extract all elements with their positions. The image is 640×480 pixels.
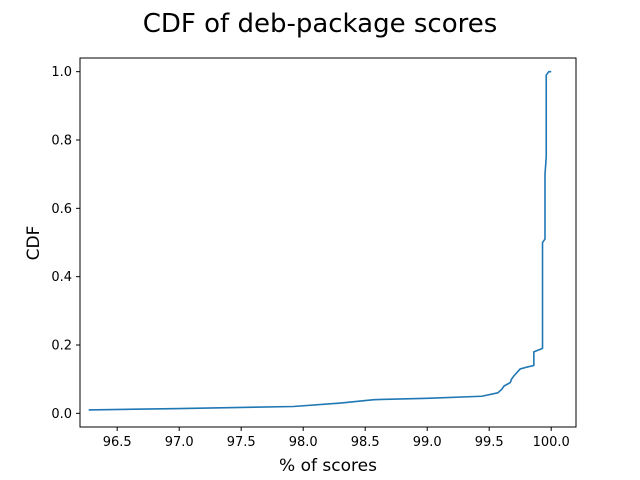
x-tick-label: 97.5 xyxy=(227,435,256,450)
y-tick-label: 0.0 xyxy=(51,407,72,422)
y-tick-label: 0.2 xyxy=(51,339,72,354)
y-tick-label: 0.4 xyxy=(51,270,72,285)
series-line-0 xyxy=(88,70,552,411)
x-tick-label: 98.0 xyxy=(289,435,318,450)
y-tick-label: 1.0 xyxy=(51,65,72,80)
x-axis-ticks: 96.5 97.0 97.5 98.0 98.5 99.0 99.5 100.0 xyxy=(103,427,570,450)
plot-area xyxy=(79,57,577,428)
y-tick-label: 0.6 xyxy=(51,202,72,217)
plot-frame xyxy=(79,57,577,428)
x-tick-label: 99.5 xyxy=(475,435,504,450)
x-tick-label: 97.0 xyxy=(165,435,194,450)
series-layer xyxy=(88,70,552,411)
y-tick-label: 0.8 xyxy=(51,134,72,149)
chart-title: CDF of deb-package scores xyxy=(143,9,498,39)
x-axis-label: % of scores xyxy=(279,456,377,476)
y-axis-label: CDF xyxy=(24,226,44,261)
x-tick-label: 99.0 xyxy=(413,435,442,450)
x-tick-label: 98.5 xyxy=(351,435,380,450)
x-tick-label: 96.5 xyxy=(103,435,132,450)
y-axis-ticks: 0.0 0.2 0.4 0.6 0.8 1.0 xyxy=(51,65,80,422)
x-tick-label: 100.0 xyxy=(533,435,570,450)
